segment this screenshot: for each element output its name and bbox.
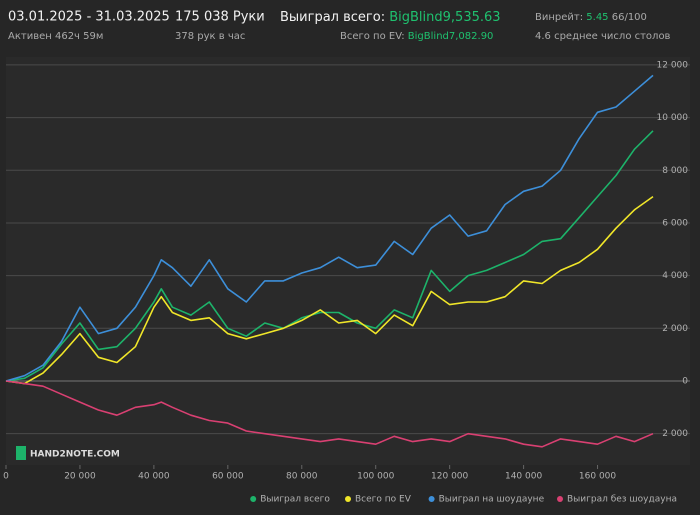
x-tick-label: 80 000: [286, 472, 318, 482]
ev-total: Всего по EV: BigBlind7,082.90: [340, 31, 493, 42]
winrate-value: 5.45: [586, 12, 608, 23]
ev-label: Всего по EV:: [340, 31, 408, 42]
plot-area: [6, 57, 690, 465]
x-tick-label: 100 000: [357, 472, 394, 482]
winrate-extra: 66/100: [609, 12, 647, 23]
winrate: Винрейт: 5.45 66/100: [535, 12, 647, 23]
legend-marker: [345, 496, 351, 502]
legend-marker: [250, 496, 257, 502]
y-tick-label: 6 000: [662, 218, 688, 228]
tables: 4.6 среднее число столов: [535, 31, 671, 42]
y-tick-label: 2 000: [662, 429, 688, 439]
hands-per-hour: 378 рук в час: [175, 31, 245, 42]
x-tick-label: 140 000: [505, 472, 542, 482]
winrate-label: Винрейт:: [535, 12, 586, 23]
active-time: Активен 462ч 59м: [8, 31, 103, 42]
hands: 175 038 Руки: [175, 10, 265, 25]
legend-marker: [557, 496, 563, 502]
legend-marker: [428, 496, 435, 502]
date-range: 03.01.2025 - 31.03.2025: [8, 10, 170, 25]
legend-label: Всего по EV: [355, 495, 412, 505]
legend-label: Выиграл без шоудауна: [567, 495, 677, 505]
y-tick-label: 10 000: [657, 113, 689, 123]
y-tick-label: 4 000: [662, 271, 688, 281]
x-tick-label: 20 000: [64, 472, 96, 482]
x-tick-label: 40 000: [138, 472, 170, 482]
won-value: BigBlind9,535.63: [389, 10, 500, 25]
series-line: [5, 74, 654, 382]
series-line: [5, 380, 654, 448]
x-tick-label: 160 000: [579, 472, 616, 482]
legend-label: Выиграл на шоудауне: [439, 495, 545, 505]
legend-label: Выиграл всего: [260, 495, 330, 505]
series-line: [5, 130, 654, 382]
y-tick-label: 8 000: [662, 166, 688, 176]
x-tick-label: 120 000: [431, 472, 468, 482]
ev-value: BigBlind7,082.90: [408, 31, 494, 42]
y-tick-label: 2 000: [662, 324, 688, 334]
series-line: [5, 195, 654, 385]
won-total: Выиграл всего: BigBlind9,535.63: [280, 10, 501, 25]
x-tick-label: 0: [3, 472, 9, 482]
y-tick-label: 0: [682, 376, 688, 386]
logo-icon: [16, 446, 26, 460]
logo: HAND2NOTE.COM: [30, 450, 120, 460]
y-tick-label: 12 000: [657, 60, 689, 70]
won-label: Выиграл всего:: [280, 10, 389, 25]
x-tick-label: 60 000: [212, 472, 244, 482]
